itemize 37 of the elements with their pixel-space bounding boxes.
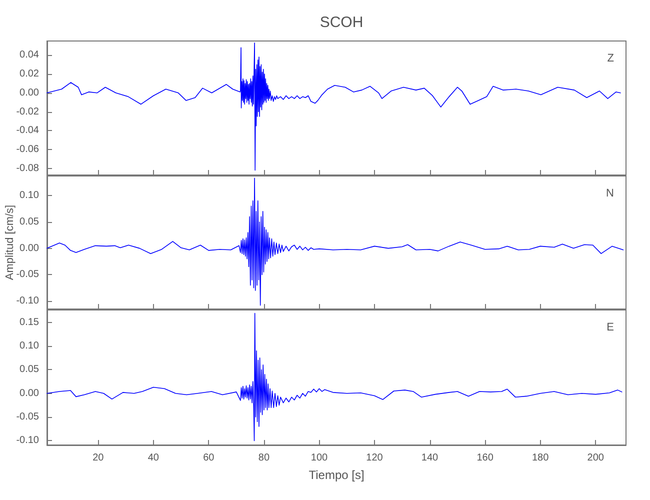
x-tick-label: 200 [587, 452, 604, 464]
y-tick-label: 0.15 [20, 316, 40, 328]
annotation: Z [607, 52, 614, 64]
y-tick-label: 0.00 [20, 87, 40, 98]
y-tick-label: 0.05 [20, 216, 40, 228]
chart-title: SCOH [320, 14, 364, 31]
y-tick-label: 0.00 [20, 242, 40, 254]
y-tick-label: 0.02 [20, 68, 40, 80]
y-tick-label: -0.04 [16, 125, 40, 136]
x-tick-label: 140 [421, 452, 439, 464]
x-tick-label: 80 [258, 452, 270, 464]
y-tick-label: 0.04 [20, 50, 40, 61]
x-tick-label: 60 [203, 452, 215, 464]
x-tick-label: 40 [148, 452, 160, 464]
x-tick-label: 160 [476, 452, 494, 464]
y-tick-label: -0.02 [16, 106, 40, 118]
x-tick-label: 100 [310, 452, 328, 464]
line-series [46, 178, 624, 306]
y-tick-label: 0.10 [20, 340, 40, 352]
y-tick-label: 0.05 [20, 364, 40, 376]
annotation: E [606, 322, 614, 334]
line-series [46, 42, 621, 171]
y-tick-label: -0.10 [16, 435, 40, 446]
y-tick-label: 0.10 [20, 190, 40, 202]
y-tick-label: -0.10 [16, 296, 40, 307]
annotation: N [606, 188, 614, 200]
x-tick-label: 180 [532, 452, 550, 464]
y-tick-label: -0.05 [16, 269, 40, 280]
x-tick-label: 20 [92, 452, 104, 464]
line-series [46, 312, 622, 442]
y-tick-label: -0.06 [16, 144, 40, 156]
x-axis-title: Tiempo [s] [308, 468, 364, 482]
y-tick-label: -0.08 [16, 162, 40, 174]
x-tick-label: 120 [366, 452, 384, 464]
y-axis-title: Amplitud [cm/s] [4, 204, 16, 280]
y-tick-label: -0.05 [16, 412, 40, 423]
y-tick-label: 0.00 [20, 388, 40, 399]
